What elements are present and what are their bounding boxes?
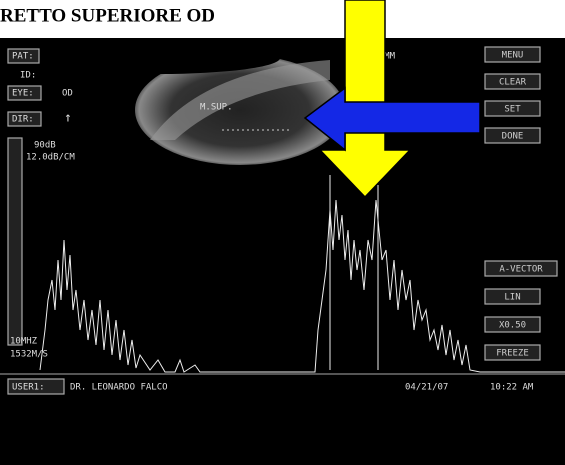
button-label[interactable]: DONE xyxy=(502,132,524,142)
value: OD xyxy=(62,89,73,99)
button-label[interactable]: FREEZE xyxy=(496,349,529,359)
a-scan-waveform xyxy=(39,199,565,373)
date: 04/21/07 xyxy=(405,383,448,393)
velocity: 1532M/S xyxy=(10,350,48,360)
label: EYE: xyxy=(12,89,34,99)
button-panel: MENU CLEAR SET DONE A-VECTOR LIN X0.50 FREEZE xyxy=(484,46,558,361)
frequency: 10MHZ xyxy=(10,337,38,347)
button[interactable]: X0.50 xyxy=(484,316,541,333)
label: ID: xyxy=(20,71,36,81)
button-label[interactable]: LIN xyxy=(504,293,520,303)
button-label[interactable]: SET xyxy=(504,105,521,115)
button[interactable]: LIN xyxy=(484,288,541,305)
button-frame[interactable] xyxy=(484,73,541,90)
title: RETTO SUPERIORE OD xyxy=(0,5,215,26)
label-box xyxy=(7,111,42,127)
button-frame[interactable] xyxy=(484,344,541,361)
gain: 90dB xyxy=(34,141,56,151)
footer: USER1: DR. LEONARDO FALCO 04/21/07 10:22… xyxy=(7,378,534,395)
button-frame[interactable] xyxy=(484,260,558,277)
label-box xyxy=(7,378,65,395)
value: ↑ xyxy=(64,111,72,126)
button-frame[interactable] xyxy=(484,316,541,333)
button[interactable]: A-VECTOR xyxy=(484,260,558,277)
title-band xyxy=(0,0,565,40)
b-scan-wall xyxy=(150,60,330,140)
user: USER1: xyxy=(12,383,45,393)
left-panel: PAT: ID: EYE: OD DIR: ↑ 90dB 12.0dB/CM 1… xyxy=(7,48,75,360)
button-frame[interactable] xyxy=(484,100,541,117)
button-frame[interactable] xyxy=(484,46,541,63)
button-label[interactable]: X0.50 xyxy=(499,321,526,331)
doctor: DR. LEONARDO FALCO xyxy=(70,383,168,393)
label-box xyxy=(7,48,40,64)
button-label[interactable]: MENU xyxy=(502,51,524,61)
yellow-arrow xyxy=(318,0,412,199)
time: 10:22 AM xyxy=(490,383,534,393)
button[interactable]: DONE xyxy=(484,127,541,144)
button-frame[interactable] xyxy=(484,127,541,144)
grayscale-bar xyxy=(7,137,23,346)
button-label[interactable]: A-VECTOR xyxy=(499,265,543,275)
tgc: 12.0dB/CM xyxy=(26,153,75,163)
blue-arrow xyxy=(303,86,481,152)
button-label[interactable]: CLEAR xyxy=(499,78,527,88)
label: DIR: xyxy=(12,115,34,125)
redaction xyxy=(40,42,280,74)
button-frame[interactable] xyxy=(484,288,541,305)
button[interactable]: FREEZE xyxy=(484,344,541,361)
button[interactable]: CLEAR xyxy=(484,73,541,90)
image-label: M.SUP. xyxy=(200,103,233,113)
label: PAT: xyxy=(12,52,34,62)
button[interactable]: MENU xyxy=(484,46,541,63)
label-box xyxy=(7,85,42,101)
button[interactable]: SET xyxy=(484,100,541,117)
